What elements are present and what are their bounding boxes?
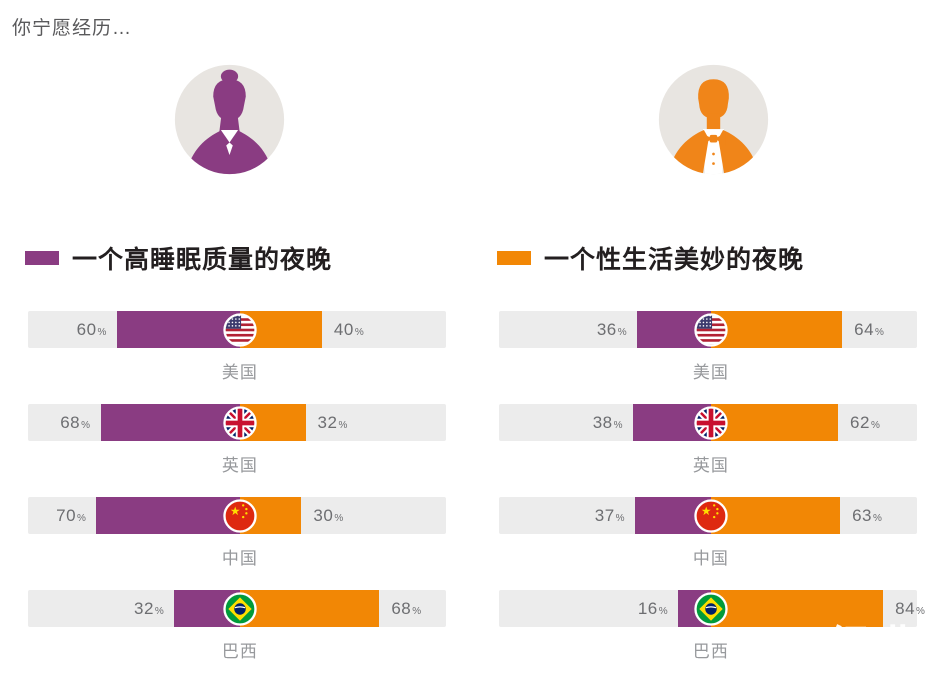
bar-column-men: 36% 64% 美国 38% 62% 英国 37% 63% 中国 16% 84% 巴西	[499, 311, 925, 683]
sex-percent-label: 32%	[317, 412, 348, 432]
country-label: 美国	[221, 363, 258, 382]
bar-track: 37% 63%	[499, 497, 917, 534]
country-label: 中国	[692, 549, 729, 568]
page-title: 你宁愿经历…	[12, 18, 133, 39]
uk-flag-icon	[223, 405, 257, 440]
bar-track: 60% 40%	[28, 311, 446, 348]
sex-legend-swatch	[497, 251, 531, 265]
sleep-percent-label: 16%	[637, 598, 669, 618]
bar-track: 36% 64%	[499, 311, 917, 348]
sex-percent-label: 64%	[854, 319, 885, 339]
sleep-percent-label: 36%	[596, 319, 628, 339]
country-label: 巴西	[692, 642, 729, 661]
bar-row-br: 16% 84% 巴西	[499, 590, 925, 683]
sleep-legend-label: 一个高睡眠质量的夜晚	[72, 246, 333, 274]
legend-sex: 一个性生活美妙的夜晚	[497, 240, 804, 276]
bar-row-cn: 37% 63% 中国	[499, 497, 917, 590]
cn-flag-icon	[223, 498, 257, 533]
sleep-percent-label: 60%	[76, 319, 107, 339]
sex-percent-label: 30%	[313, 505, 344, 525]
bar-track: 68% 32%	[28, 404, 446, 441]
sex-legend-label: 一个性生活美妙的夜晚	[544, 246, 805, 274]
sex-percent-label: 68%	[391, 598, 422, 618]
sleep-percent-label: 70%	[56, 505, 87, 525]
sex-percent-label: 40%	[333, 319, 365, 339]
sleep-legend-swatch	[25, 251, 59, 265]
br-flag-icon	[223, 591, 257, 626]
sex-bar-segment	[710, 311, 843, 348]
sleep-bar-segment	[100, 404, 240, 441]
country-label: 英国	[692, 456, 729, 475]
sleep-bar-segment	[96, 497, 240, 534]
cn-flag-icon	[694, 498, 728, 533]
watermark-badge: 网	[928, 619, 931, 671]
bar-track: 16% 84%	[499, 590, 925, 627]
sex-bar-segment	[710, 497, 841, 534]
bar-track: 38% 62%	[499, 404, 917, 441]
bar-track: 32% 68%	[28, 590, 446, 627]
sex-bar-segment	[710, 404, 839, 441]
sleep-bar-segment	[116, 311, 240, 348]
country-label: 美国	[692, 363, 729, 382]
country-label: 巴西	[221, 642, 258, 661]
sleep-percent-label: 37%	[594, 505, 626, 525]
bar-row-us: 60% 40% 美国	[28, 311, 446, 404]
country-label: 英国	[221, 456, 258, 475]
bar-row-us: 36% 64% 美国	[499, 311, 917, 404]
sex-percent-label: 63%	[852, 505, 883, 525]
us-flag-icon	[223, 312, 257, 347]
bar-row-cn: 70% 30% 中国	[28, 497, 446, 590]
bar-track: 70% 30%	[28, 497, 446, 534]
watermark-text: 365经典	[744, 622, 923, 674]
country-label: 中国	[221, 549, 258, 568]
sleep-percent-label: 68%	[60, 412, 91, 432]
br-flag-icon	[694, 591, 728, 626]
female-avatar-icon	[172, 62, 287, 177]
uk-flag-icon	[694, 405, 728, 440]
sex-bar-segment	[710, 590, 884, 627]
male-avatar-icon	[656, 62, 771, 177]
bar-row-uk: 38% 62% 英国	[499, 404, 917, 497]
bar-column-women: 60% 40% 美国 68% 32% 英国 70% 30% 中国 32% 68% 巴西	[28, 311, 446, 683]
bar-row-br: 32% 68% 巴西	[28, 590, 446, 683]
sleep-percent-label: 38%	[592, 412, 624, 432]
sex-percent-label: 84%	[895, 598, 926, 618]
sex-bar-segment	[239, 590, 380, 627]
legend-sleep: 一个高睡眠质量的夜晚	[25, 240, 332, 276]
us-flag-icon	[694, 312, 728, 347]
bar-row-uk: 68% 32% 英国	[28, 404, 446, 497]
sleep-percent-label: 32%	[134, 598, 165, 618]
watermark: 365经典 网	[744, 612, 931, 678]
sex-percent-label: 62%	[850, 412, 881, 432]
